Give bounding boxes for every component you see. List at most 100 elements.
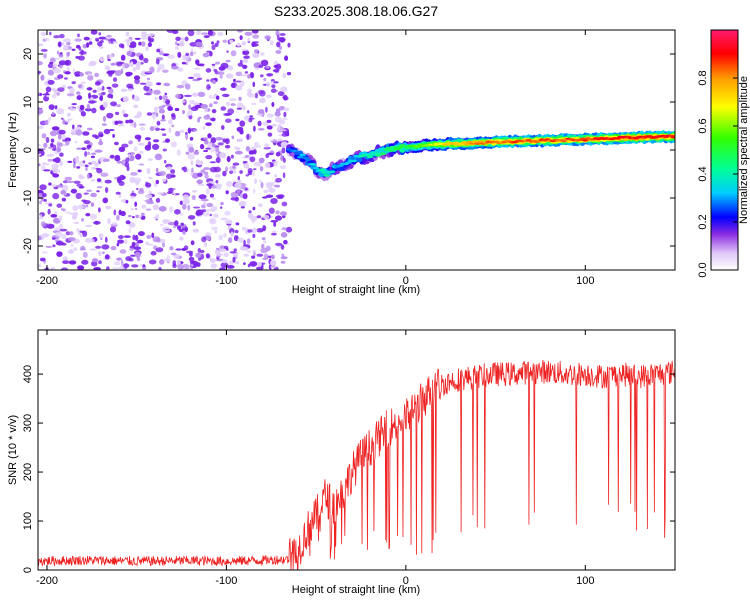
noise-speckle: [48, 116, 52, 122]
noise-speckle: [91, 152, 97, 155]
noise-speckle: [203, 35, 210, 39]
noise-speckle: [265, 172, 271, 175]
noise-speckle: [222, 170, 227, 177]
noise-speckle: [101, 244, 110, 250]
noise-speckle: [56, 50, 60, 55]
noise-speckle: [73, 221, 80, 224]
noise-speckle: [187, 110, 193, 116]
colorbar-tick-label: 0.2: [697, 214, 709, 229]
noise-speckle: [157, 63, 165, 70]
noise-speckle: [210, 205, 218, 212]
noise-speckle: [175, 36, 181, 41]
noise-speckle: [247, 229, 253, 233]
noise-speckle: [209, 51, 213, 57]
noise-speckle: [273, 64, 279, 68]
noise-speckle: [258, 64, 264, 68]
noise-speckle: [223, 245, 229, 250]
noise-speckle: [286, 71, 292, 76]
noise-speckle: [154, 106, 158, 113]
noise-speckle: [47, 79, 55, 85]
noise-speckle: [283, 111, 287, 118]
noise-speckle: [200, 169, 206, 173]
noise-speckle: [276, 41, 281, 48]
noise-speckle: [239, 170, 243, 174]
noise-speckle: [218, 234, 223, 241]
noise-speckle: [285, 226, 293, 233]
noise-speckle: [77, 265, 85, 270]
noise-speckle: [74, 157, 79, 164]
noise-speckle: [110, 70, 117, 73]
signal-track-cell: [380, 152, 387, 155]
noise-speckle: [233, 170, 237, 174]
noise-speckle: [137, 142, 145, 146]
noise-speckle: [197, 172, 203, 178]
noise-speckle: [41, 233, 50, 238]
noise-speckles: [38, 30, 293, 270]
noise-speckle: [209, 161, 217, 164]
noise-speckle: [209, 258, 216, 263]
noise-speckle: [182, 194, 190, 200]
noise-speckle: [283, 239, 288, 245]
noise-speckle: [170, 252, 177, 256]
noise-speckle: [188, 256, 195, 262]
signal-track-cell: [372, 151, 379, 155]
noise-speckle: [39, 200, 42, 205]
noise-speckle: [166, 173, 173, 179]
noise-speckle: [103, 158, 110, 162]
noise-speckle: [249, 261, 258, 267]
signal-track-cell: [337, 164, 344, 168]
noise-speckle: [166, 30, 175, 33]
noise-speckle: [263, 240, 267, 244]
noise-speckle: [256, 261, 262, 267]
noise-speckle: [52, 192, 60, 200]
noise-speckle: [157, 192, 164, 195]
noise-speckle: [109, 154, 115, 159]
noise-speckle: [271, 161, 279, 164]
noise-speckle: [271, 140, 279, 143]
noise-speckle: [211, 41, 214, 45]
noise-speckle: [195, 41, 203, 47]
noise-speckle: [212, 197, 216, 200]
noise-speckle: [43, 142, 48, 148]
noise-speckle: [265, 245, 271, 252]
noise-speckle: [242, 51, 245, 55]
noise-speckle: [193, 150, 200, 155]
noise-speckle: [64, 211, 71, 214]
noise-speckle: [83, 200, 91, 205]
noise-speckle: [93, 267, 101, 270]
noise-speckle: [156, 48, 161, 53]
noise-speckle: [128, 227, 132, 234]
noise-speckle: [152, 204, 159, 211]
snr-series-line: [38, 360, 675, 570]
noise-speckle: [65, 231, 71, 236]
noise-speckle: [94, 81, 101, 86]
y-tick-label: 20: [22, 48, 34, 60]
noise-speckle: [202, 212, 211, 217]
noise-speckle: [137, 239, 144, 244]
noise-speckle: [214, 230, 218, 234]
noise-speckle: [221, 259, 228, 264]
noise-speckle: [106, 112, 114, 119]
noise-speckle: [155, 247, 164, 253]
noise-speckle: [145, 208, 152, 211]
snr-panel: -200 -100 0 100 0 100 200 300 400 Height of stra…: [7, 329, 676, 596]
noise-speckle: [87, 74, 94, 81]
noise-speckle: [270, 79, 275, 82]
noise-speckle: [155, 179, 159, 185]
noise-speckle: [38, 61, 43, 66]
noise-speckle: [241, 48, 249, 52]
noise-speckle: [256, 113, 261, 116]
noise-speckle: [60, 267, 69, 270]
noise-speckle: [91, 134, 98, 138]
noise-speckle: [137, 169, 142, 173]
x-tick-label: -200: [36, 575, 58, 587]
noise-speckle: [61, 117, 64, 120]
noise-speckle: [94, 149, 103, 153]
noise-speckle: [258, 90, 266, 97]
noise-speckle: [220, 206, 223, 209]
noise-speckle: [48, 182, 52, 186]
noise-speckle: [102, 101, 108, 108]
noise-speckle: [98, 260, 102, 265]
noise-speckle: [252, 81, 256, 87]
noise-speckle: [197, 248, 201, 253]
